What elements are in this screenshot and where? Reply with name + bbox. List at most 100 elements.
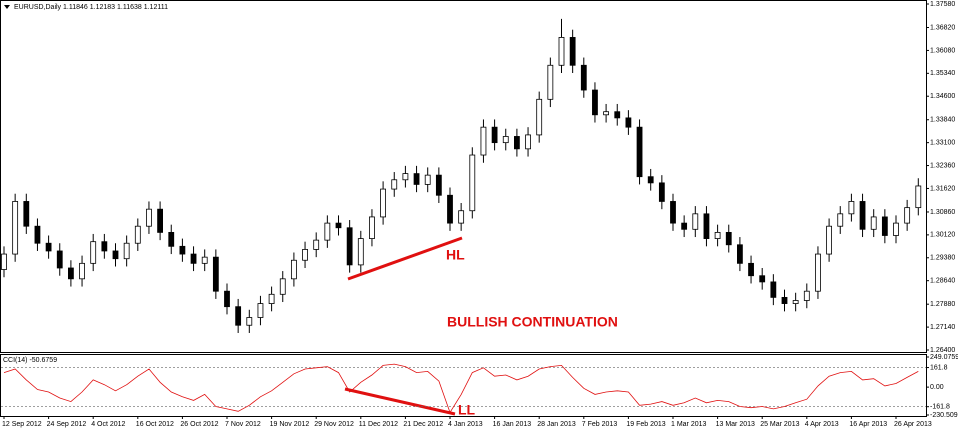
y-tick-label: 1.36080	[930, 47, 955, 54]
candle-body	[580, 64, 587, 91]
candle-body	[45, 242, 52, 252]
y-tick-label: 1.30860	[930, 209, 955, 216]
candle-body	[915, 185, 922, 209]
candle-body	[547, 64, 554, 100]
candle-body	[670, 201, 676, 224]
cci-panel	[0, 354, 927, 417]
candle-body	[859, 201, 866, 230]
candle-body	[592, 89, 598, 116]
y-tick-label: 249.0759	[930, 354, 958, 361]
x-tick-label: 1 Mar 2013	[671, 421, 707, 428]
y-tick-label: 1.28640	[930, 278, 955, 285]
candle-body	[881, 216, 888, 236]
candle-body	[146, 208, 152, 227]
candle-body	[692, 213, 699, 230]
candle-body	[480, 126, 487, 156]
candle-body	[759, 275, 766, 283]
y-tick-label: 1.31620	[930, 185, 955, 192]
x-tick-label: 26 Apr 2013	[894, 421, 932, 428]
candle-body	[413, 173, 420, 185]
panel-icon	[4, 5, 10, 9]
candle-body	[435, 174, 442, 196]
candle-body	[826, 225, 832, 255]
x-tick-label: 4 Apr 2013	[805, 421, 839, 428]
candle-body	[168, 231, 175, 247]
candle-body	[792, 300, 799, 304]
candle-body	[803, 290, 810, 301]
candle-body	[636, 126, 643, 178]
x-tick-label: 7 Feb 2013	[582, 421, 618, 428]
x-tick-label: 11 Dec 2012	[359, 421, 398, 428]
candle-body	[123, 242, 130, 260]
x-tick-label: 16 Jan 2013	[493, 421, 532, 428]
candle-body	[469, 154, 476, 212]
candle-body	[781, 296, 788, 304]
candle-body	[246, 317, 253, 326]
candle-body	[569, 37, 576, 66]
candle-body	[369, 216, 375, 239]
candle-body	[904, 207, 911, 224]
y-tick-label: 1.33840	[930, 117, 955, 124]
y-tick-label: 161.8	[930, 364, 948, 371]
candle-body	[23, 201, 30, 227]
candle-body	[112, 250, 119, 260]
candle-body	[837, 213, 844, 227]
y-tick-label: 0.00	[930, 384, 944, 391]
y-tick-label: -161.8	[930, 404, 950, 411]
y-tick-label: 1.30120	[930, 232, 955, 239]
candle-body	[647, 176, 654, 184]
x-tick-label: 19 Nov 2012	[270, 421, 310, 428]
candle-body	[815, 253, 821, 292]
cci-title: CCI(14) -50.6759	[3, 357, 57, 364]
x-tick-label: 28 Jan 2013	[537, 421, 576, 428]
x-tick-label: 4 Jan 2013	[448, 421, 483, 428]
candle-body	[737, 244, 743, 264]
candle-body	[212, 256, 219, 292]
candle-body	[279, 278, 286, 295]
y-tick-label: 1.37580	[930, 1, 955, 8]
candle-body	[201, 256, 208, 264]
y-tick-label: 1.29380	[930, 255, 955, 262]
y-tick-label: 1.33100	[930, 139, 955, 146]
candle-body	[447, 194, 453, 224]
x-tick-label: 13 Mar 2013	[716, 421, 755, 428]
price-panel	[0, 0, 927, 353]
x-tick-label: 16 Oct 2012	[136, 421, 174, 428]
candle-body	[525, 134, 531, 150]
y-tick-label: 1.34600	[930, 93, 955, 100]
candle-body	[1, 253, 7, 270]
candle-body	[346, 227, 353, 266]
candle-body	[324, 222, 331, 241]
annotation: LL	[458, 402, 476, 418]
candle-body	[558, 37, 565, 66]
candle-body	[79, 262, 85, 280]
cci-line	[3, 363, 919, 414]
x-tick-label: 29 Nov 2012	[314, 421, 354, 428]
candle-body	[357, 238, 364, 266]
candle-body	[536, 98, 543, 136]
x-tick-label: 26 Oct 2012	[180, 421, 218, 428]
x-tick-label: 25 Mar 2013	[760, 421, 799, 428]
x-tick-label: 16 Apr 2013	[849, 421, 887, 428]
candle-body	[391, 179, 398, 190]
candle-body	[748, 262, 754, 277]
candle-body	[402, 173, 409, 181]
x-tick-label: 24 Sep 2012	[47, 421, 87, 428]
candle-body	[34, 225, 41, 244]
candle-body	[893, 222, 899, 236]
x-tick-label: 7 Nov 2012	[225, 421, 261, 428]
candle-body	[257, 303, 264, 318]
candle-body	[681, 222, 688, 230]
x-tick-label: 12 Sep 2012	[2, 421, 42, 428]
candle-body	[848, 201, 855, 215]
trend-line	[344, 387, 456, 416]
candle-body	[514, 136, 520, 150]
candle-body	[235, 306, 242, 326]
y-tick-label: 1.35340	[930, 70, 955, 77]
y-tick-label: 1.36820	[930, 24, 955, 31]
candle-body	[68, 267, 74, 280]
y-tick-label: 1.27140	[930, 324, 955, 331]
candle-body	[725, 231, 732, 246]
candle-body	[380, 188, 387, 218]
